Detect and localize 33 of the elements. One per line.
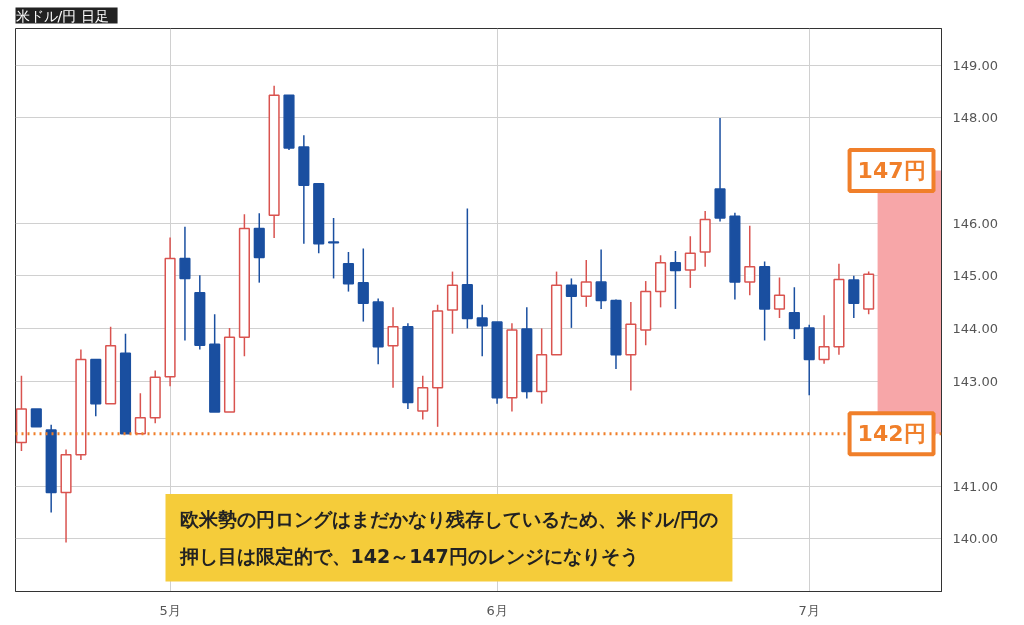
y-tick-label: 141.00 [952, 478, 998, 494]
candlestick [328, 217, 340, 280]
y-tick-label: 140.00 [952, 531, 998, 547]
candlestick [669, 250, 682, 310]
candlestick [417, 375, 429, 421]
chart-title: 米ドル/円 日足 [15, 7, 109, 24]
y-tick-label: 148.00 [952, 110, 998, 126]
candlestick [357, 247, 369, 323]
candlestick [848, 275, 860, 319]
y-tick-label: 149.00 [952, 57, 998, 73]
candlestick [818, 314, 830, 365]
candlestick [684, 235, 696, 289]
y-tick-label: 146.00 [952, 215, 998, 231]
annotation: 欧米勢の円ロングはまだかなり残存しているため、米ドル/円の押し目は限定的で、142～147円のレンジになりそう [178, 508, 719, 569]
candlestick [342, 251, 355, 293]
candlestick [565, 277, 577, 329]
y-tick-label: 144.00 [952, 320, 998, 336]
x-tick-label: 7月 [798, 602, 820, 618]
candlestick [134, 392, 146, 435]
x-tick-label: 6月 [486, 602, 508, 618]
ref-line-label: 142円 [857, 421, 926, 447]
y-tick-label: 145.00 [952, 268, 998, 284]
candlestick [476, 303, 488, 358]
candlestick [788, 286, 800, 340]
candlestick [744, 225, 756, 297]
x-tick-label: 5月 [159, 602, 181, 618]
candlestick [387, 306, 399, 389]
candlestick [595, 248, 607, 310]
candlestick [580, 259, 592, 308]
candlestick [773, 276, 786, 319]
candlestick [179, 226, 191, 342]
band-label: 147円 [857, 158, 926, 184]
y-tick-label: 143.00 [952, 373, 998, 389]
